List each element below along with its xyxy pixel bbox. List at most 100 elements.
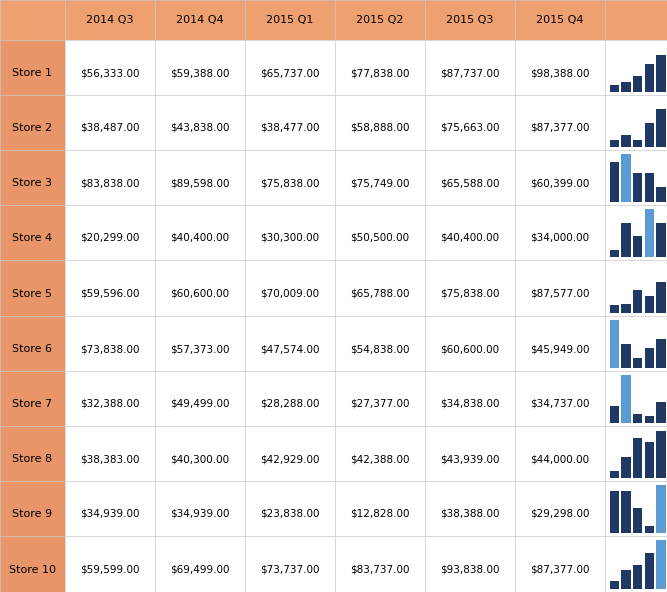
Text: Store 5: Store 5	[13, 289, 53, 298]
Text: $42,388.00: $42,388.00	[350, 454, 410, 464]
Text: 2014 Q3: 2014 Q3	[86, 15, 134, 25]
Text: $38,388.00: $38,388.00	[440, 509, 500, 519]
Bar	[621, 223, 631, 257]
Bar	[633, 236, 642, 257]
Text: $23,838.00: $23,838.00	[260, 509, 319, 519]
Text: $38,383.00: $38,383.00	[80, 454, 140, 464]
Text: $75,838.00: $75,838.00	[440, 289, 500, 298]
Bar	[633, 414, 642, 423]
Text: $34,939.00: $34,939.00	[80, 509, 140, 519]
Bar	[610, 491, 619, 533]
Bar	[656, 282, 666, 313]
Bar	[610, 305, 619, 313]
Text: $40,300.00: $40,300.00	[171, 454, 229, 464]
Bar	[621, 155, 631, 202]
Text: $59,596.00: $59,596.00	[80, 289, 140, 298]
Bar	[656, 485, 666, 533]
Text: $73,838.00: $73,838.00	[80, 344, 140, 354]
Bar	[645, 416, 654, 423]
Text: $56,333.00: $56,333.00	[80, 68, 140, 78]
Text: 2015 Q4: 2015 Q4	[536, 15, 584, 25]
Text: $89,598.00: $89,598.00	[170, 178, 229, 188]
Text: $98,388.00: $98,388.00	[530, 68, 590, 78]
Text: $83,737.00: $83,737.00	[350, 565, 410, 575]
Bar	[610, 407, 619, 423]
Bar	[656, 188, 666, 202]
Text: $60,600.00: $60,600.00	[440, 344, 500, 354]
Text: $28,288.00: $28,288.00	[260, 399, 319, 409]
Text: $47,574.00: $47,574.00	[260, 344, 319, 354]
Bar	[656, 402, 666, 423]
Text: $93,838.00: $93,838.00	[440, 565, 500, 575]
Bar	[645, 526, 654, 533]
Bar	[621, 135, 631, 147]
Text: $87,577.00: $87,577.00	[530, 289, 590, 298]
Text: $59,388.00: $59,388.00	[170, 68, 229, 78]
Text: $73,737.00: $73,737.00	[260, 565, 319, 575]
Text: $32,388.00: $32,388.00	[80, 399, 140, 409]
Text: $34,000.00: $34,000.00	[530, 233, 590, 243]
Text: $27,377.00: $27,377.00	[350, 399, 410, 409]
Bar	[645, 173, 654, 202]
Text: $50,500.00: $50,500.00	[350, 233, 410, 243]
Bar	[610, 250, 619, 257]
Text: $75,663.00: $75,663.00	[440, 123, 500, 133]
Bar	[621, 457, 631, 478]
Bar	[621, 304, 631, 313]
Text: $87,377.00: $87,377.00	[530, 123, 590, 133]
Text: Store 7: Store 7	[13, 399, 53, 409]
Text: Store 4: Store 4	[13, 233, 53, 243]
Bar	[656, 339, 666, 368]
Text: $70,009.00: $70,009.00	[260, 289, 319, 298]
Text: $20,299.00: $20,299.00	[80, 233, 139, 243]
Text: 2015 Q2: 2015 Q2	[356, 15, 404, 25]
Text: $65,788.00: $65,788.00	[350, 289, 410, 298]
Text: $75,749.00: $75,749.00	[350, 178, 410, 188]
Bar	[621, 491, 631, 533]
Bar	[656, 109, 666, 147]
Text: $87,377.00: $87,377.00	[530, 565, 590, 575]
Bar	[633, 509, 642, 533]
Text: Store 9: Store 9	[13, 509, 53, 519]
Text: $38,477.00: $38,477.00	[260, 123, 319, 133]
Bar	[656, 431, 666, 478]
Text: Store 2: Store 2	[13, 123, 53, 133]
Bar	[633, 140, 642, 147]
Text: $60,399.00: $60,399.00	[530, 178, 590, 188]
Bar	[633, 173, 642, 202]
Bar	[610, 471, 619, 478]
Text: $43,838.00: $43,838.00	[170, 123, 229, 133]
Text: $40,400.00: $40,400.00	[171, 233, 229, 243]
Bar	[633, 565, 642, 588]
Text: $49,499.00: $49,499.00	[170, 399, 229, 409]
Text: Store 3: Store 3	[13, 178, 53, 188]
Bar	[621, 82, 631, 92]
Bar	[645, 552, 654, 588]
Text: $45,949.00: $45,949.00	[530, 344, 590, 354]
Text: $77,838.00: $77,838.00	[350, 68, 410, 78]
Text: $58,888.00: $58,888.00	[350, 123, 410, 133]
Bar	[621, 375, 631, 423]
Text: $87,737.00: $87,737.00	[440, 68, 500, 78]
Text: Store 1: Store 1	[13, 68, 53, 78]
Text: $44,000.00: $44,000.00	[530, 454, 590, 464]
Text: 2014 Q4: 2014 Q4	[176, 15, 224, 25]
Bar	[621, 344, 631, 368]
Text: $69,499.00: $69,499.00	[170, 565, 229, 575]
Bar	[645, 210, 654, 257]
Text: $30,300.00: $30,300.00	[260, 233, 319, 243]
Text: Store 10: Store 10	[9, 565, 56, 575]
Text: $29,298.00: $29,298.00	[530, 509, 590, 519]
Bar	[633, 358, 642, 368]
Bar	[633, 290, 642, 313]
Bar	[656, 540, 666, 588]
Bar	[610, 162, 619, 202]
Text: $54,838.00: $54,838.00	[350, 344, 410, 354]
Bar	[645, 442, 654, 478]
Bar	[621, 570, 631, 588]
Bar	[610, 581, 619, 588]
Text: $40,400.00: $40,400.00	[440, 233, 500, 243]
Bar	[610, 140, 619, 147]
Text: $34,939.00: $34,939.00	[170, 509, 229, 519]
Bar	[645, 123, 654, 147]
